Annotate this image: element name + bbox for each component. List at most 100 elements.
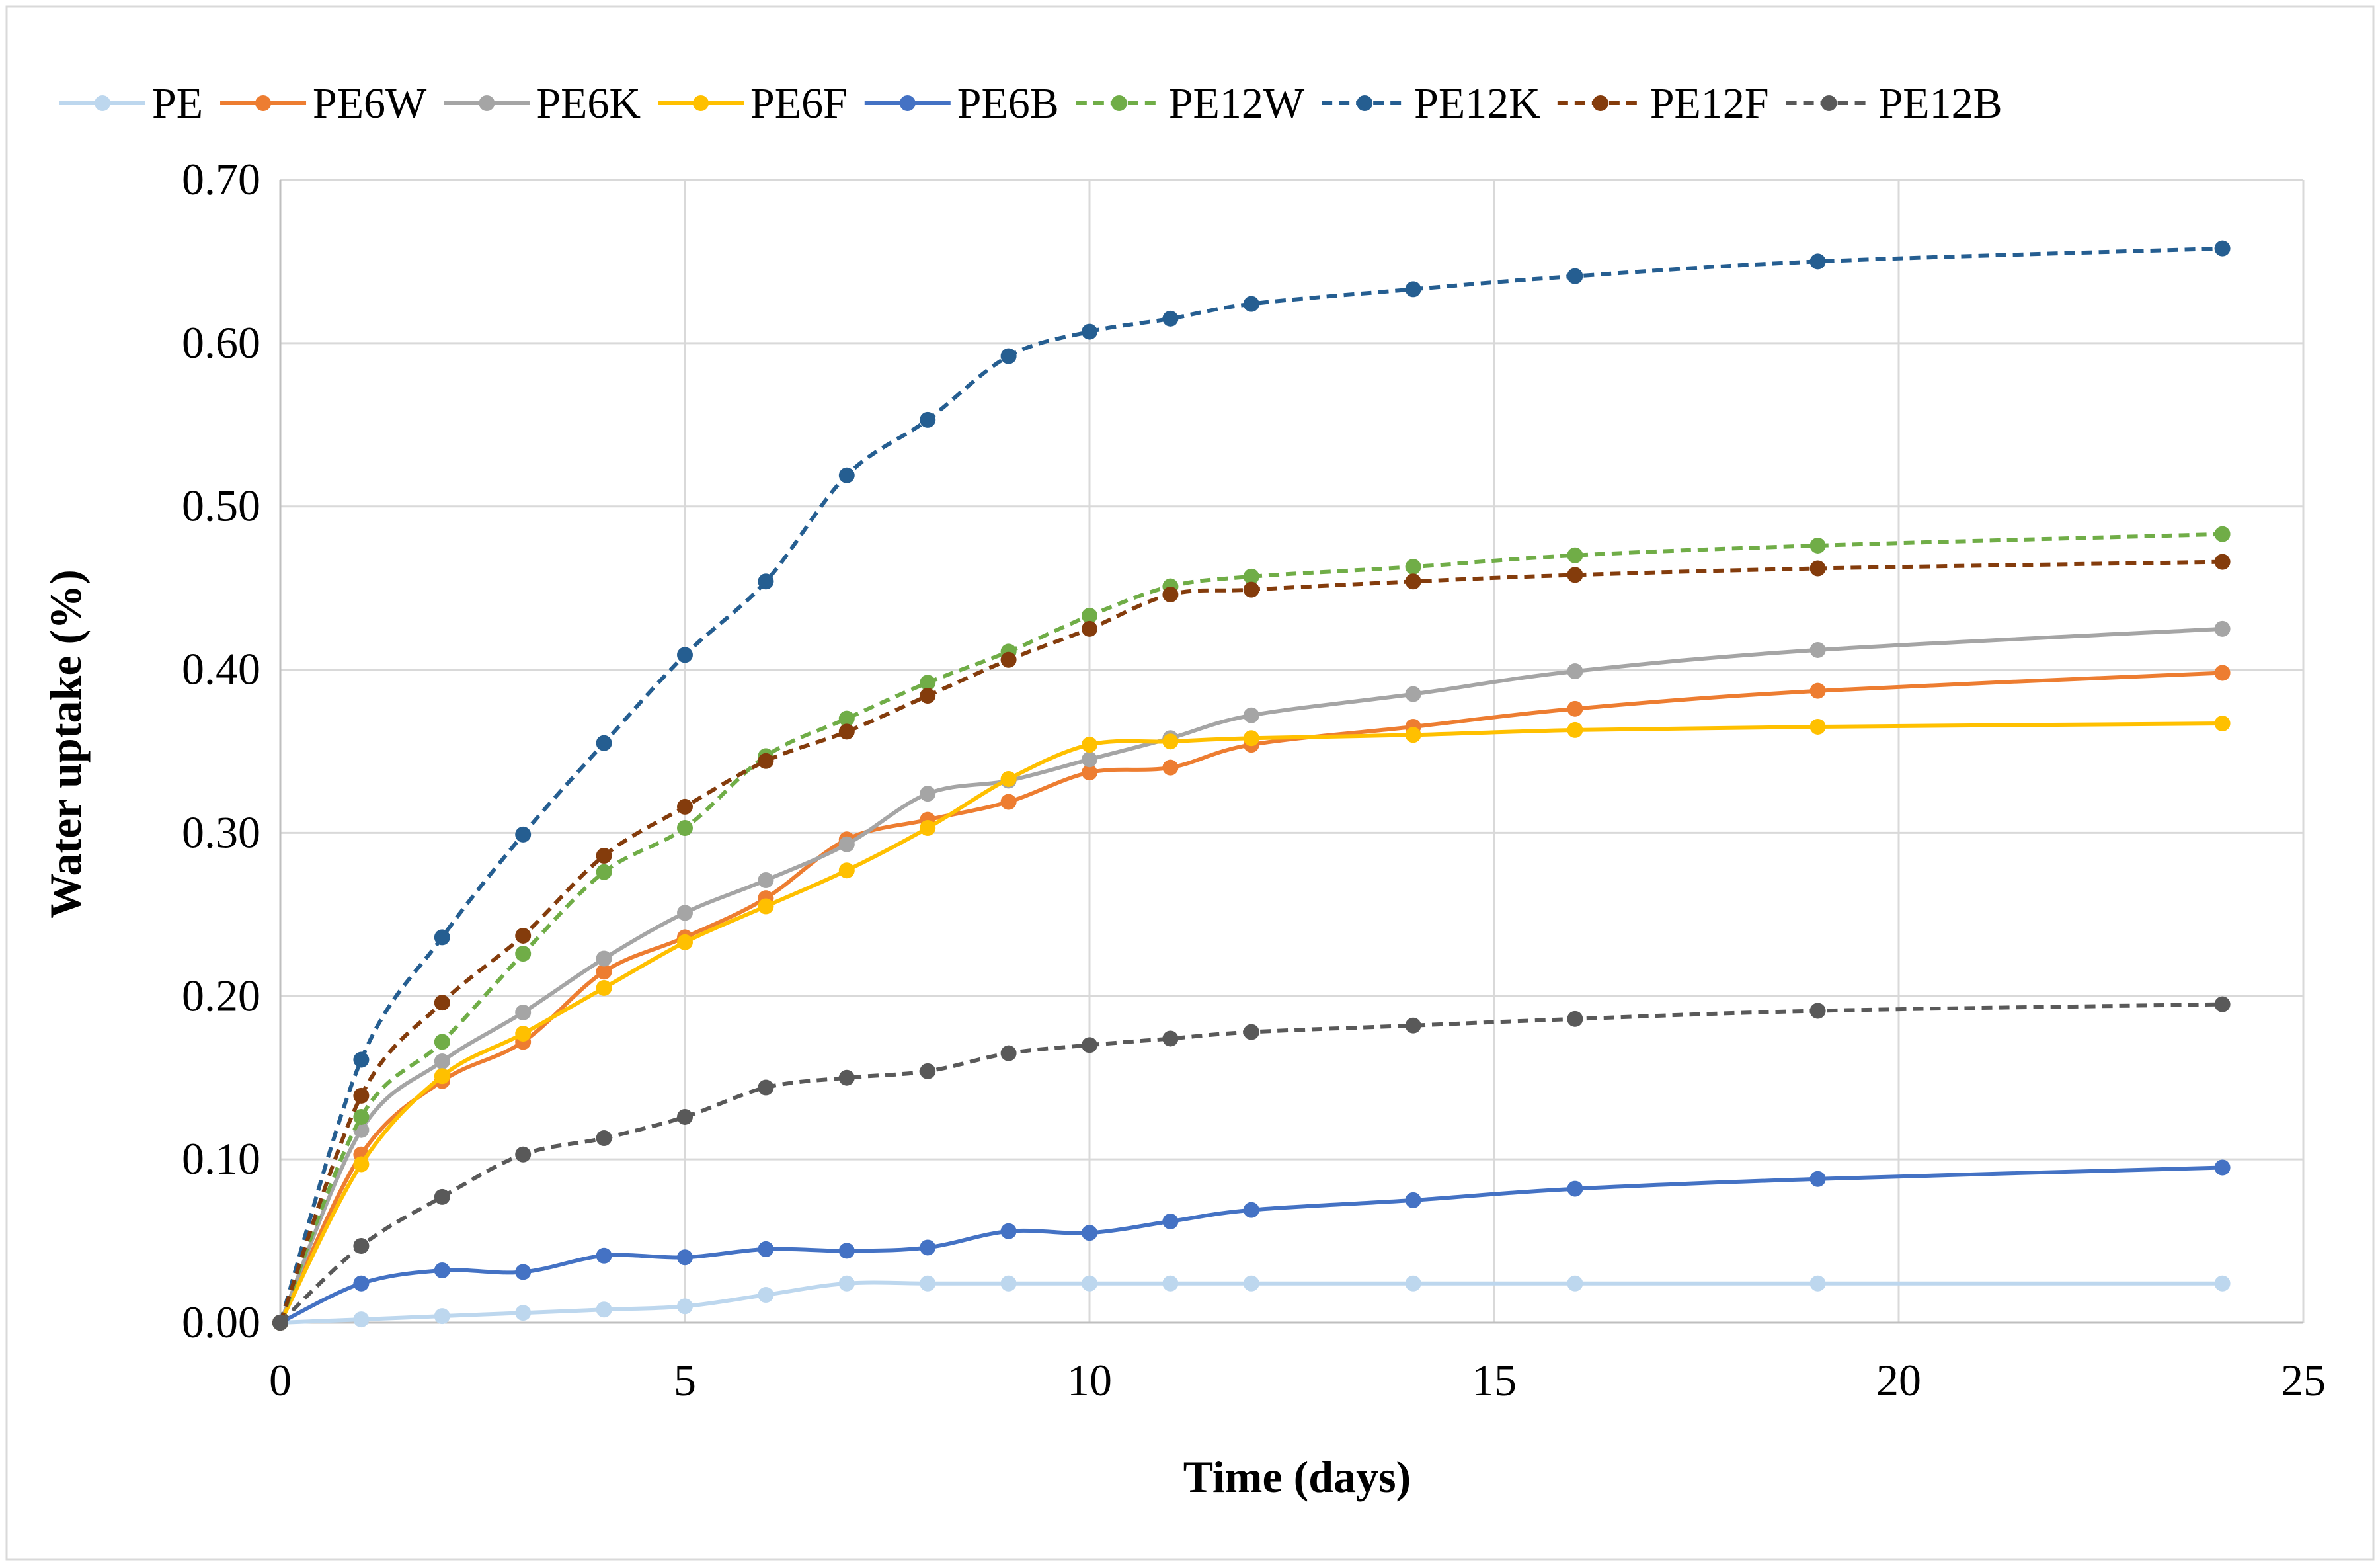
series-pe12b [272, 996, 2231, 1331]
data-point-pe [920, 1275, 936, 1292]
data-point-pe12b [596, 1130, 612, 1147]
data-point-pe12w [1405, 559, 1421, 575]
axes [279, 180, 2303, 1324]
data-point-pe12w [1082, 608, 1097, 624]
x-axis-title: Time (days) [1183, 1452, 1411, 1502]
data-point-pe12b [677, 1108, 693, 1125]
data-point-pe12w [677, 820, 693, 837]
data-point-pe12k [1162, 310, 1179, 327]
data-point-pe6f [1405, 727, 1421, 743]
data-point-pe12w [1809, 537, 1826, 554]
data-point-pe12k [1243, 296, 1259, 312]
data-point-pe [838, 1275, 855, 1292]
data-point-pe12f [1567, 567, 1583, 583]
data-point-pe12b [1162, 1030, 1179, 1047]
legend-label-pe6k: PE6K [536, 79, 641, 128]
legend-label-pe6b: PE6B [957, 79, 1059, 128]
data-point-pe12f [515, 927, 532, 944]
data-point-pe6w [1000, 794, 1017, 810]
series-line-pe12k [278, 246, 2223, 1323]
data-point-pe6b [920, 1239, 936, 1256]
data-point-pe6k [1082, 751, 1097, 768]
data-point-pe12f [2214, 554, 2231, 570]
x-tick-label: 5 [674, 1355, 696, 1405]
data-point-pe12k [1809, 253, 1826, 270]
series-line-pe12w [278, 532, 2223, 1324]
legend-label-pe12b: PE12B [1879, 79, 2003, 128]
data-point-pe12k [838, 467, 855, 483]
y-tick-label: 0.30 [182, 807, 260, 857]
x-tick-label: 0 [269, 1355, 292, 1405]
data-point-pe6b [2214, 1159, 2231, 1176]
data-point-pe6b [758, 1241, 774, 1257]
legend-item-pe6k: PE6K [444, 79, 641, 128]
data-point-pe12b [434, 1188, 450, 1205]
y-tick-label: 0.60 [182, 317, 260, 368]
data-point-pe12w [434, 1034, 450, 1050]
data-point-pe12f [434, 995, 450, 1011]
legend-swatch-marker-pe12w [1111, 95, 1127, 111]
data-point-pe6w [1082, 764, 1097, 781]
data-point-pe12f [677, 798, 693, 815]
data-point-pe6f [1082, 737, 1097, 753]
data-point-pe6b [1809, 1171, 1826, 1187]
data-point-pe12f [920, 688, 936, 704]
x-tick-label: 20 [1876, 1355, 1921, 1405]
data-point-pe12k [596, 735, 612, 751]
data-point-pe12w [920, 675, 936, 691]
x-tick-label: 10 [1067, 1355, 1112, 1405]
data-point-pe12b [1405, 1017, 1421, 1034]
data-point-pe12f [1243, 581, 1259, 598]
data-point-pe12k [2214, 240, 2231, 257]
legend-item-pe: PE [60, 79, 203, 128]
data-point-pe6k [1405, 686, 1421, 702]
x-tick-label: 15 [1472, 1355, 1517, 1405]
data-point-pe6w [1567, 700, 1583, 717]
legend-swatch-marker-pe12f [1592, 95, 1608, 111]
data-point-pe12b [838, 1069, 855, 1086]
data-point-pe12f [353, 1087, 370, 1104]
data-point-pe12b [515, 1146, 532, 1163]
data-point-pe12b [758, 1079, 774, 1096]
data-point-pe6f [920, 820, 936, 837]
data-point-pe6f [2214, 716, 2231, 732]
y-tick-label: 0.20 [182, 970, 260, 1020]
data-point-pe6f [1000, 770, 1017, 787]
series-line-pe6w [278, 671, 2223, 1324]
legend-label-pe6f: PE6F [750, 79, 848, 128]
data-point-pe12f [1405, 573, 1421, 590]
data-point-pe12w [353, 1108, 370, 1125]
data-point-pe12f [838, 723, 855, 740]
data-point-pe12w [1567, 547, 1583, 563]
data-point-pe12w [1243, 568, 1259, 585]
y-tick-label: 0.50 [182, 481, 260, 531]
series-pe [272, 1275, 2231, 1331]
data-point-pe [677, 1298, 693, 1315]
data-point-pe [1162, 1275, 1179, 1292]
data-point-pe6k [434, 1053, 450, 1070]
data-point-pe [1000, 1275, 1017, 1292]
data-point-pe12b [272, 1315, 288, 1331]
data-point-pe6b [1000, 1223, 1017, 1239]
legend-swatch-marker-pe6f [693, 95, 709, 111]
series-lines [272, 240, 2231, 1331]
y-tick-label: 0.40 [182, 644, 260, 694]
data-point-pe12f [1000, 651, 1017, 668]
legend-label-pe6w: PE6W [313, 79, 427, 128]
data-point-pe12b [1567, 1010, 1583, 1027]
legend-label-pe12w: PE12W [1169, 79, 1305, 128]
series-line-pe6k [278, 626, 2223, 1324]
data-point-pe12k [1082, 323, 1097, 340]
data-point-pe6f [1243, 730, 1259, 747]
data-point-pe12f [1809, 560, 1826, 577]
data-point-pe12b [1809, 1003, 1826, 1019]
data-point-pe12b [1000, 1045, 1017, 1061]
data-point-pe [1243, 1275, 1259, 1292]
y-tick-label: 0.00 [182, 1297, 260, 1347]
data-point-pe12b [1243, 1024, 1259, 1040]
legend-item-pe12f: PE12F [1557, 79, 1769, 128]
data-point-pe6w [1162, 759, 1179, 776]
data-point-pe6f [758, 898, 774, 915]
data-point-pe12w [515, 946, 532, 962]
